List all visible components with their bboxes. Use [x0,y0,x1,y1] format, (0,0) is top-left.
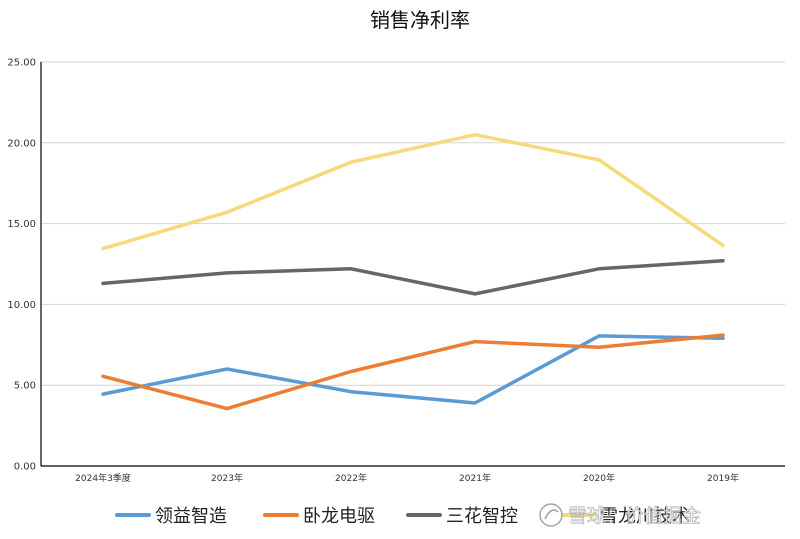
gridlines [41,61,785,386]
legend-label: 三花智控 [446,506,518,527]
legend-label: 卧龙电驱 [303,506,375,527]
y-tick-label: 20.00 [7,138,36,149]
x-tick-label: 2021年 [459,472,491,484]
x-tick-label: 2020年 [583,472,615,484]
x-tick-label: 2023年 [211,472,243,484]
series-lines [101,132,725,411]
watermark-text: 雪球：价值掘金 [568,505,701,527]
series-line-1 [101,334,725,405]
x-tick-label: 2022年 [335,472,367,484]
y-tick-label: 5.00 [14,381,36,392]
legend: 领益智造 卧龙电驱 三花智控 雪龙川技术 [115,506,690,527]
y-tick-label: 25.00 [7,58,36,69]
x-tick-label: 2019年 [707,472,739,484]
y-tick-labels: 0.00 5.00 10.00 15.00 20.00 25.00 [7,58,36,473]
series-line-2 [101,333,725,411]
watermark: 雪球：价值掘金 [539,503,701,527]
y-tick-label: 0.00 [14,462,36,473]
x-tick-label: 2024年3季度 [75,472,131,484]
series-line-3 [101,259,725,296]
y-tick-label: 15.00 [7,219,36,230]
legend-label: 领益智造 [155,506,227,527]
y-tick-label: 10.00 [7,300,36,311]
axes [40,62,785,467]
chart-title: 销售净利率 [370,8,470,32]
legend-label: 雪龙川技术 [600,506,690,527]
series-line-4 [101,132,725,251]
snowball-logo-icon [539,503,563,527]
x-tick-labels: 2024年3季度 2023年 2022年 2021年 2020年 2019年 [75,472,739,484]
